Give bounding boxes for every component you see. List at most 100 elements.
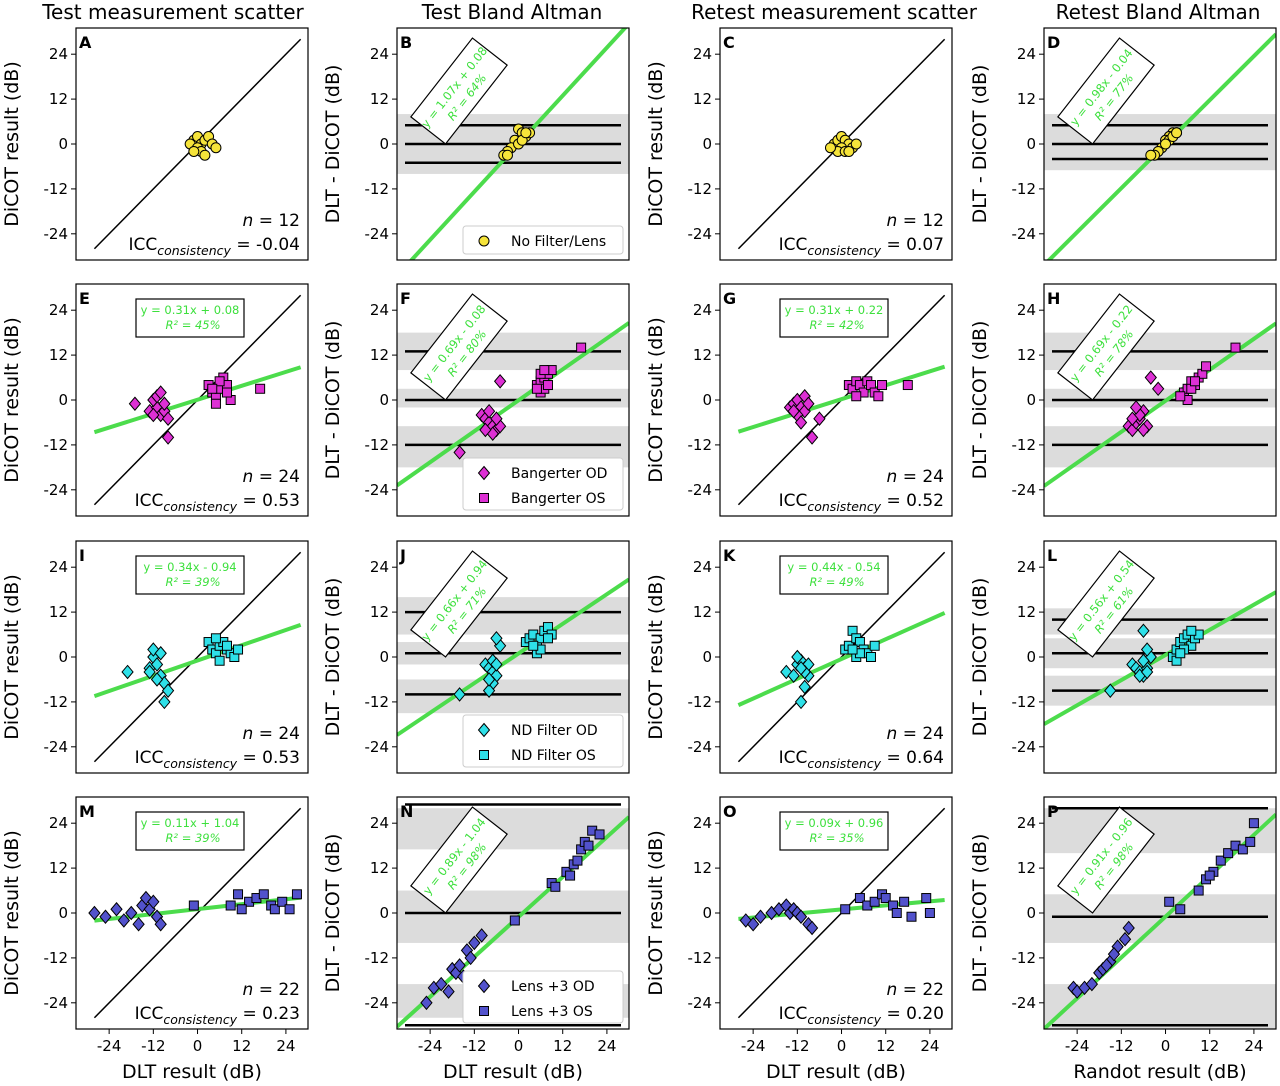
panel-letter: K	[723, 546, 736, 565]
y-tick-label: 12	[370, 859, 389, 877]
y-axis-label: DLT - DiCOT (dB)	[969, 65, 991, 224]
data-point	[594, 829, 605, 840]
y-tick-label: -12	[365, 693, 390, 711]
data-point	[210, 142, 222, 154]
data-point	[1175, 904, 1186, 915]
panel-letter: P	[1047, 802, 1059, 821]
x-tick-label: 0	[514, 1037, 524, 1055]
data-point	[509, 915, 520, 926]
fit-equation-box	[779, 811, 889, 851]
data-point	[233, 889, 244, 900]
y-tick-label: 12	[693, 346, 712, 364]
data-point	[520, 127, 532, 139]
fit-equation: y = 0.09x + 0.96	[785, 816, 884, 830]
data-point	[899, 896, 910, 907]
fit-equation: y = 0.44x - 0.54	[787, 560, 880, 574]
legend-box	[462, 714, 624, 768]
y-axis-label: DLT - DiCOT (dB)	[969, 578, 991, 737]
y-tick-label: 0	[1026, 135, 1036, 153]
data-point	[490, 631, 503, 646]
icc-label: ICCconsistency = 0.07	[779, 235, 944, 258]
fit-line	[737, 364, 946, 434]
x-tick-label: -24	[741, 1037, 766, 1055]
data-point	[214, 655, 225, 666]
y-axis-label: DLT - DiCOT (dB)	[322, 321, 344, 480]
y-axis-label: DLT - DiCOT (dB)	[322, 834, 344, 993]
data-point	[877, 380, 888, 391]
data-point	[1140, 642, 1154, 657]
panel-letter: D	[1047, 33, 1060, 52]
legend-label: Lens +3 OD	[511, 979, 595, 995]
data-point	[1145, 149, 1157, 161]
data-point	[840, 904, 851, 915]
y-axis-label: DLT - DiCOT (dB)	[969, 321, 991, 480]
fit-equation-box	[135, 555, 245, 595]
fit-equation-box	[779, 555, 889, 595]
fit-r2: R² = 45%	[165, 318, 220, 332]
data-point	[1186, 625, 1197, 636]
panel-e: E -24 -12 0 12 24 DiCOT result (dB) n = 24 ICCco…	[1, 283, 309, 517]
n-label: n = 24	[243, 467, 300, 487]
data-point	[902, 380, 913, 391]
data-point	[154, 916, 167, 932]
y-tick-label: 0	[379, 648, 389, 666]
data-point	[798, 679, 811, 695]
data-point	[117, 913, 131, 928]
fit-line	[397, 577, 629, 737]
data-point	[210, 398, 221, 409]
panel-i: I -24 -12 0 12 24 DiCOT result (dB) n = 24 ICCco…	[1, 540, 309, 774]
data-point	[576, 342, 587, 353]
data-point	[1137, 422, 1150, 438]
icc-label: ICCconsistency = 0.53	[135, 748, 300, 771]
y-tick-label: -24	[365, 994, 390, 1012]
data-point	[132, 916, 145, 932]
x-tick-label: -12	[1109, 1037, 1134, 1055]
data-point	[1193, 885, 1204, 896]
data-point	[1085, 976, 1099, 992]
x-tick-label: 0	[1161, 1037, 1171, 1055]
data-point	[850, 138, 862, 150]
y-tick-label: -24	[44, 481, 69, 499]
data-point	[110, 901, 123, 917]
y-tick-label: 0	[1026, 904, 1036, 922]
data-point	[1215, 855, 1226, 866]
data-point	[802, 396, 815, 412]
fit-equation: y = 0.34x - 0.94	[143, 560, 236, 574]
y-tick-label: -12	[688, 436, 713, 454]
column-title: Retest Bland Altman	[1056, 0, 1261, 24]
panel-letter: N	[400, 802, 413, 821]
data-point	[891, 908, 902, 918]
fit-r2: R² = 49%	[809, 575, 864, 589]
data-point	[794, 694, 808, 710]
y-axis-label: DLT - DiCOT (dB)	[322, 578, 344, 737]
x-tick-label: -12	[785, 1037, 810, 1055]
y-tick-label: -24	[365, 225, 390, 243]
y-tick-label: 24	[49, 301, 68, 319]
data-point	[843, 145, 855, 157]
legend-marker	[479, 493, 489, 503]
x-tick-label: 0	[837, 1037, 847, 1055]
data-point	[221, 640, 232, 651]
legend-marker	[479, 1006, 489, 1016]
n-label: n = 24	[887, 724, 944, 744]
legend-marker	[477, 465, 491, 481]
data-point	[1104, 683, 1117, 698]
fit-equation-box	[135, 811, 245, 851]
y-tick-label: -24	[688, 738, 713, 756]
y-tick-label: 24	[693, 45, 712, 63]
data-point	[1107, 946, 1121, 962]
data-point	[493, 374, 507, 389]
data-point	[1122, 920, 1135, 936]
panel-c: C -24 -12 0 12 24 DiCOT result (dB) n = 12 ICCco…	[645, 27, 953, 261]
data-point	[468, 935, 481, 951]
data-point	[1137, 653, 1150, 669]
panel-o: O -24 -12 0 12 24 -24 -12 0 12 24 DiCOT result (dB)…	[645, 796, 953, 1083]
data-point	[1201, 361, 1212, 372]
data-point	[542, 380, 553, 391]
x-axis-label: DLT result (dB)	[443, 1061, 583, 1083]
y-tick-label: -12	[365, 949, 390, 967]
legend-label: No Filter/Lens	[511, 234, 606, 250]
data-point	[479, 422, 492, 438]
data-point	[490, 657, 503, 672]
